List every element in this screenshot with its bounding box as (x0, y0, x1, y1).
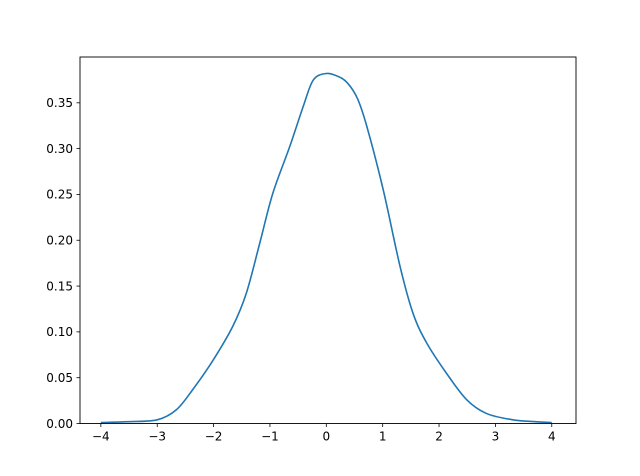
y-tick-label: 0.00 (46, 417, 73, 431)
axes-frame (79, 56, 577, 424)
y-tick-label: 0.25 (46, 188, 73, 202)
y-tick-label: 0.35 (46, 96, 73, 110)
x-tick-label: −4 (92, 430, 110, 444)
y-tick-label: 0.20 (46, 234, 73, 248)
x-tick-label: 3 (492, 430, 500, 444)
x-tick-label: −2 (205, 430, 223, 444)
y-tick-label: 0.30 (46, 142, 73, 156)
y-tick-label: 0.05 (46, 371, 73, 385)
x-tick-label: −1 (261, 430, 279, 444)
x-tick-label: 4 (548, 430, 556, 444)
x-tick-label: 1 (379, 430, 387, 444)
x-tick-label: −3 (148, 430, 166, 444)
density-line (100, 72, 552, 424)
x-tick-label: 2 (435, 430, 443, 444)
x-axis: −4 −3 −2 −1 0 1 2 3 4 (92, 423, 556, 444)
y-axis: 0.00 0.05 0.10 0.15 0.20 0.25 0.30 0.35 (46, 96, 80, 431)
x-tick-label: 0 (322, 430, 330, 444)
y-tick-label: 0.15 (46, 279, 73, 293)
y-tick-label: 0.10 (46, 325, 73, 339)
